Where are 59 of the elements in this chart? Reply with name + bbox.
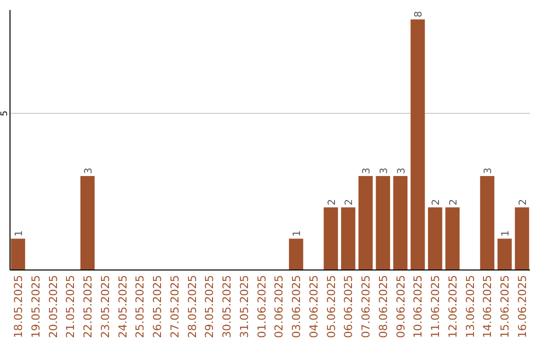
x-tick-label: 13.06.2025 — [464, 275, 477, 338]
x-tick-label: 10.06.2025 — [412, 275, 425, 338]
bar — [80, 176, 95, 270]
data-label: 1 — [14, 230, 25, 237]
x-tick-label: 24.05.2025 — [116, 275, 130, 338]
bar — [480, 176, 494, 270]
x-tick-label: 27.05.2025 — [168, 275, 182, 338]
data-label: 3 — [378, 168, 390, 174]
x-tick-label: 20.05.2025 — [46, 275, 60, 338]
data-label: 2 — [326, 198, 338, 206]
x-tick-label: 31.05.2025 — [238, 275, 251, 338]
x-tick-label: 15.06.2025 — [498, 275, 512, 338]
x-tick-label: 08.06.2025 — [376, 275, 390, 338]
data-label: 3 — [483, 168, 494, 174]
bar — [445, 207, 460, 270]
x-tick-label: 05.06.2025 — [324, 275, 338, 338]
x-tick-label: 29.05.2025 — [203, 275, 216, 338]
data-label: 8 — [414, 11, 425, 18]
x-tick-label: 03.06.2025 — [290, 275, 304, 338]
bar — [341, 207, 356, 270]
x-tick-label: 06.06.2025 — [342, 275, 356, 338]
x-tick-label: 25.05.2025 — [134, 275, 147, 338]
x-tick-label: 02.06.2025 — [272, 275, 286, 338]
bar — [288, 238, 304, 270]
data-label: 1 — [500, 230, 512, 237]
data-label: 2 — [431, 198, 442, 206]
data-label: 1 — [292, 230, 304, 237]
x-tick-label: 23.05.2025 — [98, 275, 112, 338]
x-tick-label: 18.05.2025 — [12, 275, 25, 338]
bar — [10, 238, 26, 270]
bar — [428, 207, 442, 270]
x-tick-label: 12.06.2025 — [446, 275, 460, 338]
x-tick-label: 16.06.2025 — [516, 275, 530, 338]
data-label: 3 — [84, 168, 95, 174]
data-label: 3 — [362, 168, 373, 174]
bar — [498, 238, 512, 270]
x-tick-label: 01.06.2025 — [255, 275, 268, 338]
x-tick-label: 30.05.2025 — [220, 275, 234, 338]
x-tick-label: 19.05.2025 — [29, 275, 42, 338]
x-tick-label: 07.06.2025 — [360, 275, 373, 338]
data-label: 2 — [518, 198, 530, 206]
y-tick-label: 5 — [0, 110, 10, 116]
data-label: 3 — [396, 168, 408, 174]
bar — [410, 19, 425, 270]
x-tick-label: 09.06.2025 — [394, 275, 408, 338]
data-label: 2 — [448, 198, 460, 206]
bar — [324, 207, 338, 270]
x-tick-label: 04.06.2025 — [307, 275, 320, 338]
bar — [393, 176, 408, 270]
x-tick-label: 26.05.2025 — [151, 275, 164, 338]
bar — [376, 176, 390, 270]
x-tick-label: 21.05.2025 — [64, 275, 78, 338]
bar — [358, 176, 373, 270]
x-tick-label: 11.06.2025 — [429, 275, 442, 338]
x-tick-label: 28.05.2025 — [186, 275, 199, 338]
x-tick-label: 22.05.2025 — [82, 275, 95, 338]
data-label: 2 — [344, 198, 356, 206]
x-tick-label: 14.06.2025 — [481, 275, 494, 338]
bar — [514, 207, 530, 270]
